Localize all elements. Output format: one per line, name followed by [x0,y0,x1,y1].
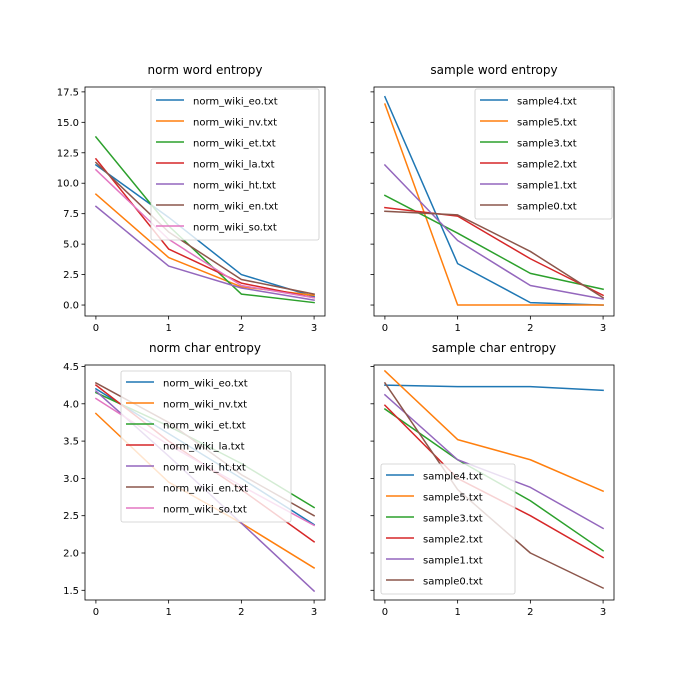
x-tick-label: 1 [454,607,460,618]
series-line-2 [383,369,605,493]
y-tick-label: 3.5 [63,437,79,448]
legend-label: sample5.txt [423,493,483,504]
legend-label: norm_wiki_so.txt [193,223,277,234]
legend-label: norm_wiki_ht.txt [193,181,276,192]
legend-label: norm_wiki_eo.txt [193,97,278,108]
series-line-6 [384,210,605,299]
y-tick-label: 10.0 [57,179,79,190]
legend-label: norm_wiki_la.txt [163,442,245,453]
legend-box [120,370,292,523]
legend-label: norm_wiki_et.txt [193,139,276,150]
y-tick-label: 4.0 [63,399,79,410]
series-line-3 [383,194,604,291]
series-line-3 [94,135,315,304]
x-tick-label: 0 [382,323,388,334]
legend-box [150,88,320,241]
x-tick-label: 2 [238,323,244,334]
chart-panel-1: norm word entropy 0 1 2 3 0.0 2.5 5.0 7.5 10.0 12.… [57,63,326,334]
y-tick-label: 4.5 [63,362,79,373]
x-tick-label: 2 [527,323,533,334]
y-tick-label: 1.5 [63,586,79,597]
series-line-2 [383,103,604,306]
series-line-1 [383,95,604,306]
legend-label: sample3.txt [517,139,577,150]
chart-title: norm char entropy [149,341,261,355]
legend-label: sample0.txt [517,202,577,213]
x-tick-label: 0 [93,607,99,618]
x-tick-label: 1 [454,323,460,334]
x-tick-label: 1 [165,323,171,334]
y-tick-label: 5.0 [63,240,79,251]
legend-label: sample4.txt [517,97,577,108]
legend-box [474,88,613,220]
series-line-4 [384,206,605,297]
x-tick-label: 0 [93,323,99,334]
x-tick-label: 0 [382,607,388,618]
legend-label: norm_wiki_et.txt [163,421,246,432]
axes-frame [373,86,615,317]
y-tick-label: 2.0 [63,549,79,560]
chart-title: sample word entropy [430,63,557,77]
x-tick-label: 2 [527,607,533,618]
legend-label: norm_wiki_la.txt [193,160,275,171]
series-line-1 [94,163,316,298]
y-tick-label: 7.5 [63,209,79,220]
legend-label: sample2.txt [423,535,483,546]
y-tick-label: 15.0 [57,118,79,129]
chart-title: norm word entropy [148,63,263,77]
legend-label: sample4.txt [423,472,483,483]
x-tick-label: 3 [600,607,606,618]
y-tick-label: 2.5 [63,270,79,281]
legend-label: norm_wiki_en.txt [193,202,278,213]
x-tick-label: 3 [311,607,317,618]
legend-label: sample3.txt [423,514,483,525]
legend-label: norm_wiki_ht.txt [163,463,246,474]
legend-label: sample2.txt [517,160,577,171]
x-tick-label: 3 [311,323,317,334]
legend-label: sample1.txt [517,181,577,192]
series-line-6 [94,161,315,295]
legend-label: norm_wiki_en.txt [163,484,248,495]
legend: sample4.txt sample5.txt sample3.txt sample2… [474,88,613,220]
legend-label: sample0.txt [423,577,483,588]
legend-label: sample1.txt [423,556,483,567]
series-line-5 [94,205,315,302]
legend-label: norm_wiki_nv.txt [193,118,277,129]
axes-frame [84,86,326,317]
legend: sample4.txt sample5.txt sample3.txt sample2… [380,463,516,595]
legend-label: norm_wiki_nv.txt [163,400,247,411]
legend-label: norm_wiki_so.txt [163,505,247,516]
y-tick-label: 2.5 [63,511,79,522]
chart-title: sample char entropy [432,341,556,355]
series-line-1 [384,384,604,392]
axes-frame [84,364,326,601]
legend-label: sample5.txt [517,118,577,129]
x-tick-label: 2 [238,607,244,618]
y-tick-label: 12.5 [57,148,79,159]
x-tick-label: 3 [600,323,606,334]
x-tick-label: 1 [165,607,171,618]
legend-label: norm_wiki_eo.txt [163,379,248,390]
y-tick-label: 3.0 [63,474,79,485]
axes-frame [373,364,615,601]
legend-box [380,463,516,595]
y-tick-label: 17.5 [57,87,79,98]
y-tick-label: 0.0 [63,301,79,312]
chart-panel-3: norm char entropy 0 1 2 3 1.5 2.0 2.5 3.0 3.5 4.0 4… [63,341,326,618]
series-line-7 [94,168,315,299]
legend: norm_wiki_eo.txt norm_wiki_nv.txt norm_wik… [120,370,292,523]
series-line-5 [383,163,604,300]
legend: norm_wiki_eo.txt norm_wiki_nv.txt norm_wik… [150,88,320,241]
